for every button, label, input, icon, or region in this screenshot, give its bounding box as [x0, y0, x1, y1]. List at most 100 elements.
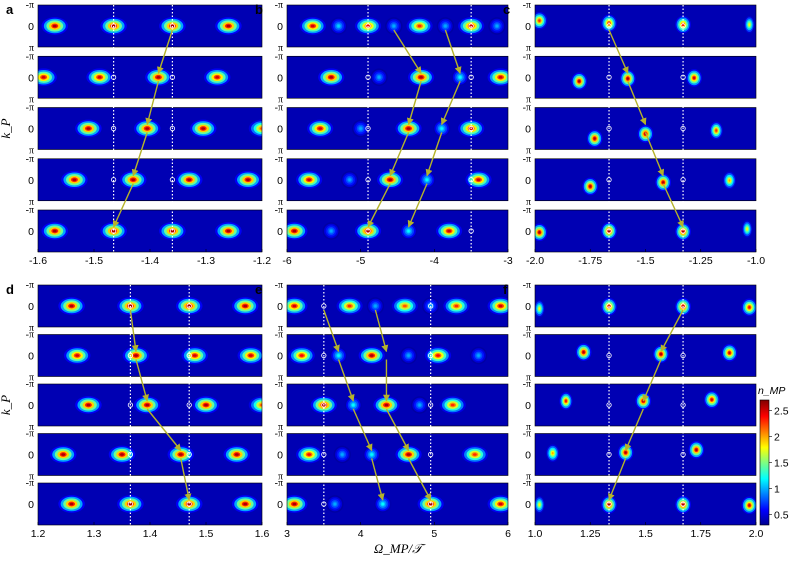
x-tick-label: -1.6 [29, 255, 47, 267]
heatmap-peak [63, 346, 91, 365]
colorbar-tick-label: 2 [774, 431, 780, 443]
heatmap-peak [181, 346, 209, 365]
heatmap-peak [535, 299, 545, 318]
y-tick-label: π [278, 43, 283, 54]
peak-contour [582, 350, 585, 354]
heatmap-peak [203, 68, 231, 87]
peak-contour [589, 185, 592, 188]
y-tick-label: 0 [28, 450, 34, 462]
x-tick-label: -6 [282, 255, 291, 267]
colorbar-tick-label: 1 [774, 484, 780, 496]
panel-e-row [287, 483, 508, 525]
y-tick-label: -π [523, 429, 531, 440]
peak-contour [417, 24, 422, 28]
heatmap-peak [435, 222, 463, 240]
x-tick-label: 2.0 [749, 528, 764, 540]
heatmap-peak [61, 170, 88, 189]
panel-a-row [38, 158, 262, 201]
y-tick-label: 0 [277, 400, 283, 412]
marker-circle [680, 352, 686, 359]
marker-circle [186, 303, 192, 309]
panel-a-row [38, 56, 262, 99]
marker-circle [169, 23, 175, 29]
row-frame [37, 433, 263, 476]
trajectory-arrow [660, 309, 684, 353]
marker-circle [186, 402, 192, 408]
heatmap-background [287, 210, 508, 252]
y-tick-label: -π [26, 154, 34, 165]
peak-contour [201, 127, 206, 130]
peak-contour [258, 402, 262, 408]
y-tick-label: 0 [525, 450, 531, 462]
row-frame [37, 334, 263, 377]
peak-contour [299, 354, 304, 357]
x-tick-label: 1.75 [691, 528, 712, 540]
heatmap-peak [571, 72, 588, 91]
heatmap-background [535, 56, 756, 99]
marker-circle [127, 402, 133, 408]
y-tick-label: -π [26, 478, 34, 489]
trajectory-arrow [374, 309, 389, 353]
marker-circle [321, 303, 327, 309]
peak-contour [333, 502, 337, 506]
x-tick-label: -1.2 [253, 255, 271, 267]
heatmap-peak [287, 297, 308, 315]
trajectory-arrow [624, 408, 644, 452]
peak-contour [52, 229, 57, 233]
row-frame [286, 107, 509, 150]
trajectory-arrow [608, 29, 629, 74]
peak-contour [436, 354, 440, 357]
colorbar-tick-label: 2.5 [774, 405, 789, 417]
heatmap-peak [299, 17, 326, 35]
y-tick-label: 0 [28, 499, 34, 511]
y-tick-label: π [526, 94, 531, 105]
panel-label-b: b [255, 2, 263, 17]
heatmap-peak [535, 11, 548, 30]
heatmap-peak [391, 297, 418, 315]
heatmap-peak [432, 119, 451, 138]
marker-circle [186, 352, 192, 359]
heatmap-peak [465, 170, 492, 189]
y-tick-label: π [278, 197, 283, 208]
colorbar-label: n_MP [758, 385, 785, 397]
y-tick-label: π [29, 373, 34, 384]
heatmap-peak [287, 495, 308, 513]
row-frame [534, 383, 757, 427]
x-tick-label: -1.3 [197, 255, 215, 267]
y-tick-label: -π [275, 0, 283, 11]
row-frame [286, 284, 509, 328]
x-tick-label: -1.5 [636, 255, 654, 267]
heatmap-peak [231, 495, 259, 513]
x-tick-label: -3 [503, 255, 512, 267]
panels: a -π0π-π0π-π0π-π0π-π0-1.6 -1.5 -1.4 -1.3 -1.2… [0, 0, 765, 540]
peak-contour [86, 127, 91, 130]
heatmap-peak [399, 346, 418, 365]
heatmap-peak [145, 68, 172, 87]
heatmap-peak [395, 445, 422, 464]
peak-contour [246, 178, 250, 182]
x-tick-label: 1.25 [580, 528, 601, 540]
y-tick-label: 0 [28, 124, 34, 136]
y-tick-label: -π [26, 205, 34, 216]
peak-contour [72, 178, 77, 182]
colorbar: n_MP 0.5 1 1.5 2 2.5 [758, 385, 789, 526]
heatmap-peak [675, 15, 691, 34]
heatmap-peak [192, 396, 220, 414]
heatmap-peak [215, 17, 242, 35]
panel-a-row [38, 5, 262, 47]
heatmap-peak [38, 68, 57, 87]
marker-circle [111, 125, 117, 132]
y-tick-label: -π [275, 330, 283, 341]
heatmap-peak [703, 390, 720, 409]
heatmap-peak [340, 170, 359, 189]
y-tick-label: π [526, 422, 531, 433]
heatmap-peak [619, 69, 636, 88]
peak-contour [111, 229, 116, 233]
heatmap-peak [333, 445, 351, 464]
y-tick-label: 0 [28, 301, 34, 313]
heatmap-peak [215, 222, 242, 240]
x-axis-label: Ω_MP/𝒯 [374, 541, 426, 556]
heatmap-peak [189, 119, 217, 138]
marker-circle [680, 451, 686, 458]
panel-f-row [535, 433, 756, 476]
